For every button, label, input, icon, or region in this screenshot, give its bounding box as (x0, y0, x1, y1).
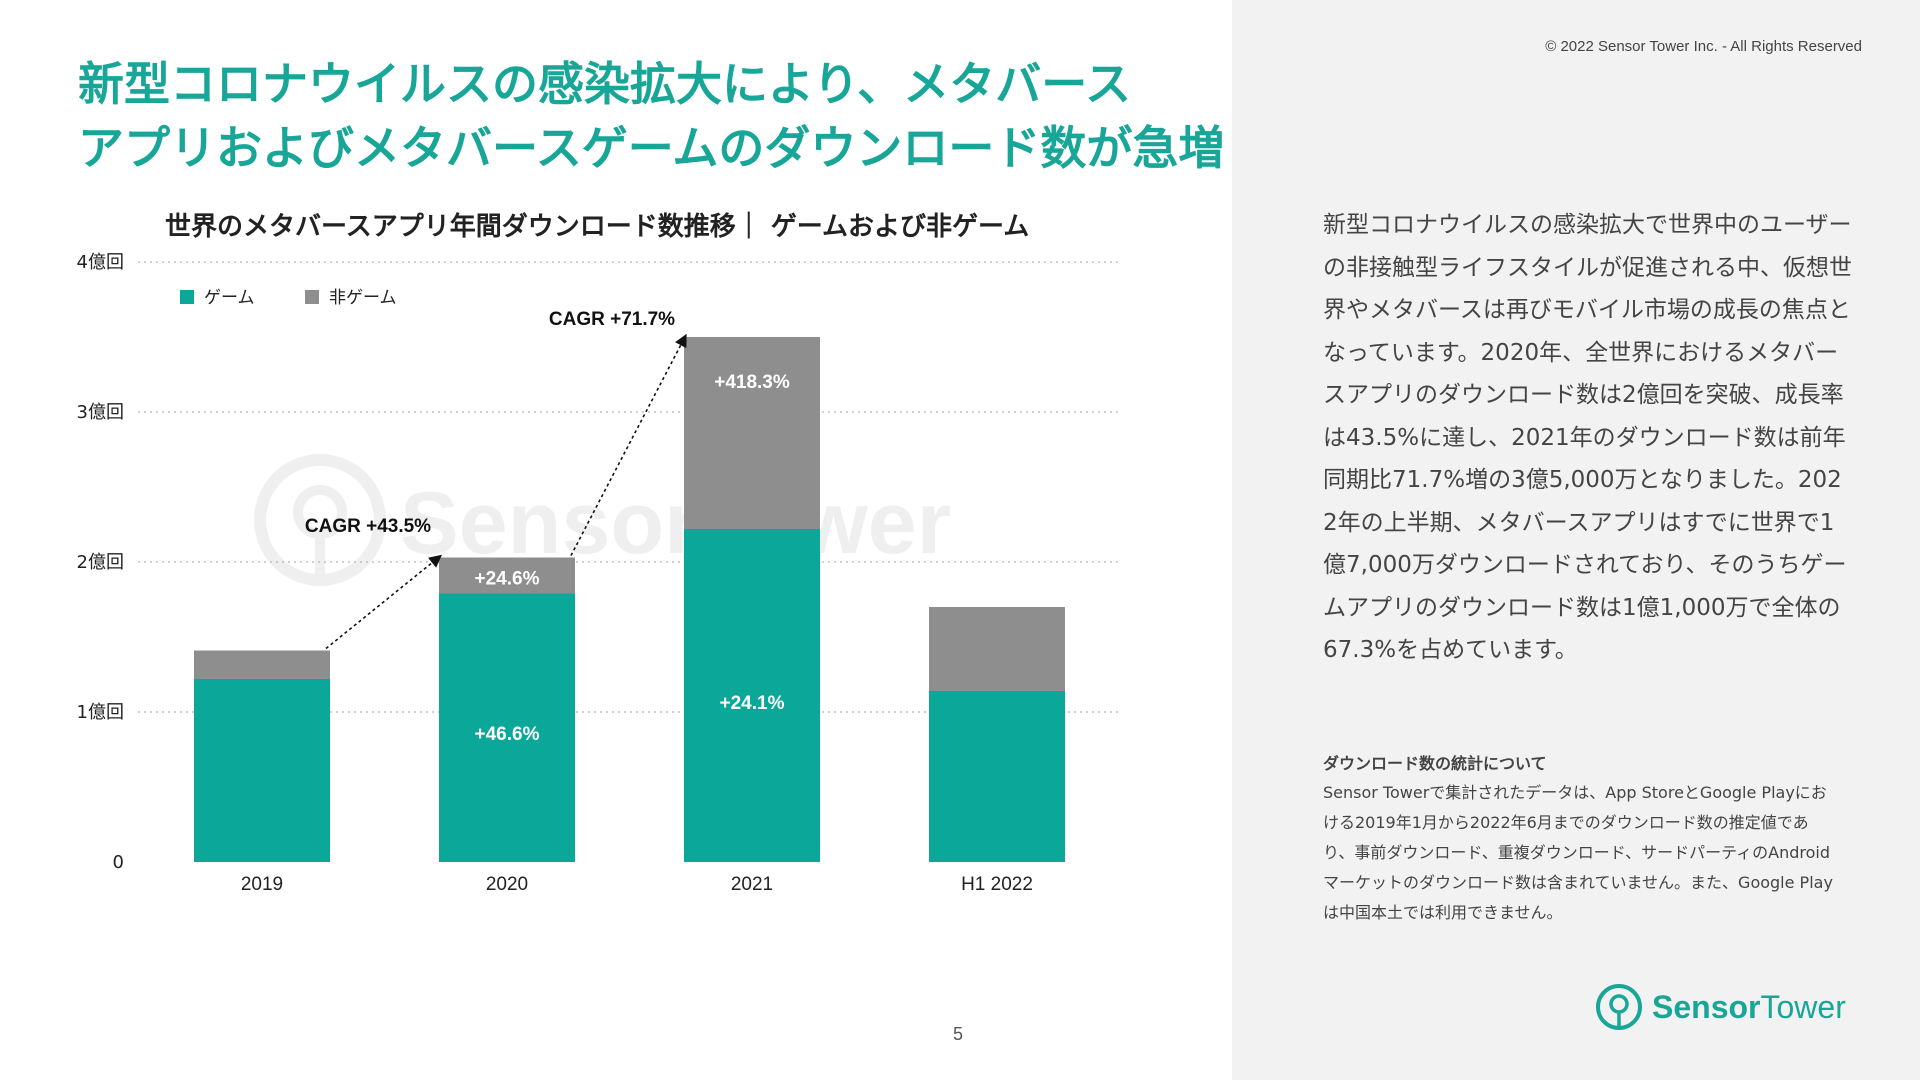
legend-swatch (180, 290, 194, 304)
sensor-tower-logo-icon (1596, 984, 1642, 1030)
chart: SensorTower 0 1億回 2億回 3億回 4億回 2019 2020 2021 H1… (77, 252, 1122, 895)
sensor-tower-logo: SensorTower (1594, 982, 1846, 1032)
logo-wordmark: SensorTower (1652, 989, 1846, 1026)
chart-title: 世界のメタバースアプリ年間ダウンロード数推移｜ ゲームおよび非ゲーム (165, 212, 1030, 242)
y-tick-label: 2億回 (77, 552, 124, 573)
legend-swatch (305, 290, 319, 304)
bar-nongame (684, 337, 820, 529)
right-panel (1232, 0, 1920, 1080)
logo-word-tower: Tower (1760, 988, 1846, 1025)
bar-value-label: +24.1% (720, 693, 785, 714)
cagr-arrow (325, 554, 442, 650)
x-tick-label: 2020 (486, 874, 528, 895)
page-title-line2: アプリおよびメタバースゲームのダウンロード数が急増 (78, 121, 1225, 175)
x-tick-label: 2019 (241, 874, 283, 895)
bar-nongame (439, 557, 575, 594)
y-tick-label: 1億回 (77, 702, 124, 723)
svg-text:SensorTower: SensorTower (400, 473, 951, 572)
note-heading: ダウンロード数の統計について (1323, 754, 1547, 773)
page-title: 新型コロナウイルスの感染拡大により、メタバース アプリおよびメタバースゲームのダ… (78, 52, 1228, 180)
y-tick-label: 3億回 (77, 402, 124, 423)
note-body: Sensor Towerで集計されたデータは、App StoreとGoogle … (1323, 783, 1833, 922)
bar-game (439, 593, 575, 862)
cagr-label: CAGR +43.5% (305, 516, 431, 537)
y-tick-label: 4億回 (77, 252, 124, 273)
logo-word-sensor: Sensor (1652, 988, 1761, 1025)
page-number: 5 (953, 1024, 964, 1044)
watermark: SensorTower (254, 454, 951, 586)
x-tick-label: H1 2022 (961, 874, 1033, 895)
bar-value-label: +46.6% (475, 724, 540, 745)
legend-label: 非ゲーム (329, 288, 397, 308)
bar-value-label: +418.3% (714, 372, 790, 393)
bar-nongame (929, 607, 1065, 691)
page-title-line1: 新型コロナウイルスの感染拡大により、メタバース (78, 57, 1131, 111)
bar-nongame (194, 650, 330, 679)
bar-value-label: +24.6% (475, 568, 540, 589)
bar-game (194, 679, 330, 862)
bar-game (684, 529, 820, 862)
y-tick-label: 0 (113, 852, 124, 873)
bar-game (929, 691, 1065, 862)
legend-label: ゲーム (204, 288, 255, 308)
copyright-notice: © 2022 Sensor Tower Inc. - All Rights Re… (1545, 38, 1862, 55)
x-tick-label: 2021 (731, 874, 773, 895)
summary-text: 新型コロナウイルスの感染拡大で世界中のユーザーの非接触型ライフスタイルが促進され… (1323, 212, 1852, 663)
cagr-label: CAGR +71.7% (549, 309, 675, 330)
